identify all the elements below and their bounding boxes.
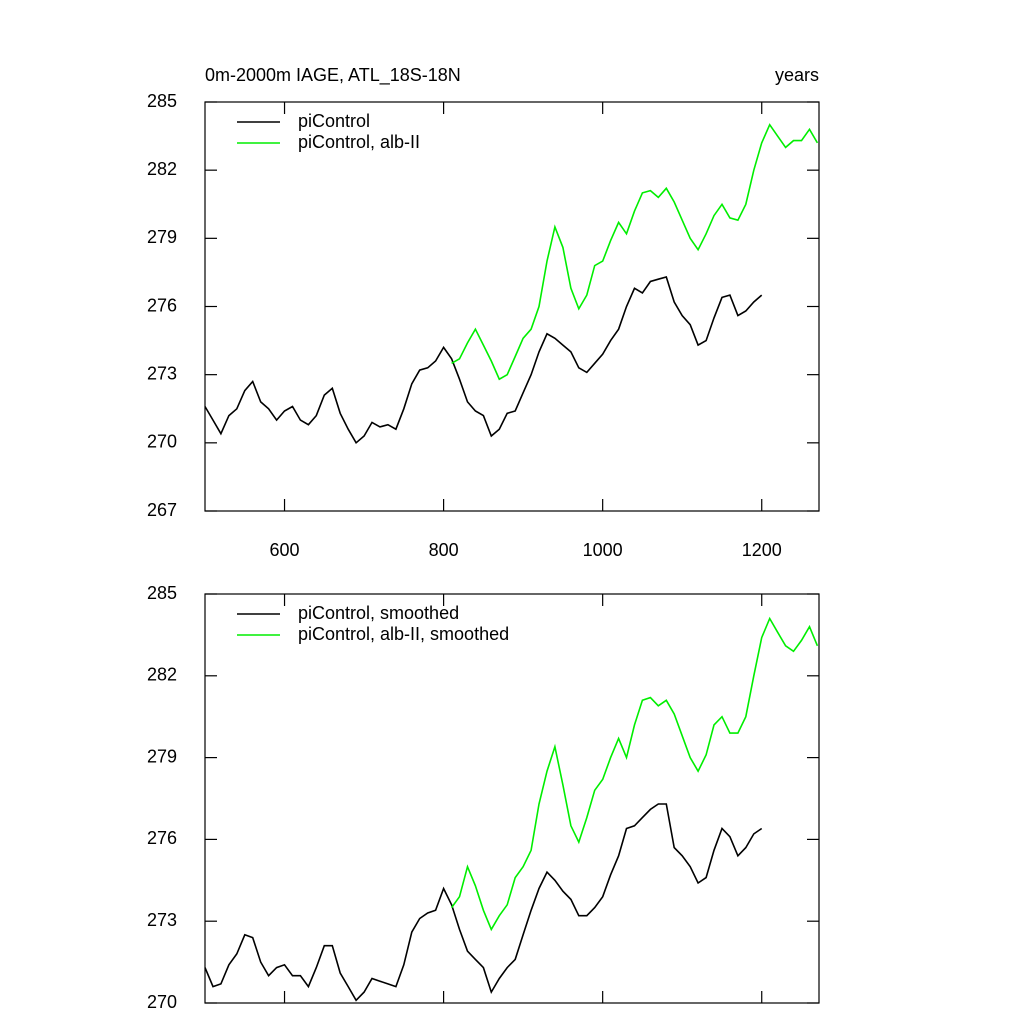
plot-frame [204, 101, 820, 512]
y-tick-label: 282 [147, 159, 177, 179]
y-tick-label: 276 [147, 828, 177, 848]
x-tick-label: 1200 [742, 540, 782, 560]
y-tick-label: 282 [147, 665, 177, 685]
plot-frame [204, 593, 820, 1004]
y-tick-label: 285 [147, 583, 177, 603]
data-line [450, 616, 819, 932]
legend-label: piControl, alb-II, smoothed [298, 624, 509, 644]
x-tick-label: 600 [270, 540, 300, 560]
y-tick-label: 285 [147, 91, 177, 111]
legend-label: piControl, alb-II [298, 132, 420, 152]
x-tick-label: 1000 [583, 540, 623, 560]
y-tick-label: 270 [147, 432, 177, 452]
y-tick-label: 270 [147, 992, 177, 1012]
x-tick-label: 800 [429, 540, 459, 560]
y-tick-label: 276 [147, 295, 177, 315]
x-axis-label: years [775, 65, 819, 85]
legend-label: piControl, smoothed [298, 603, 459, 623]
y-tick-label: 273 [147, 363, 177, 383]
chart-title: 0m-2000m IAGE, ATL_18S-18N [205, 65, 461, 86]
y-tick-label: 267 [147, 500, 177, 520]
data-line [204, 276, 763, 445]
y-tick-label: 279 [147, 746, 177, 766]
y-tick-label: 279 [147, 227, 177, 247]
data-line [451, 123, 819, 381]
y-tick-label: 273 [147, 910, 177, 930]
data-line [204, 803, 763, 1002]
legend-label: piControl [298, 111, 370, 131]
